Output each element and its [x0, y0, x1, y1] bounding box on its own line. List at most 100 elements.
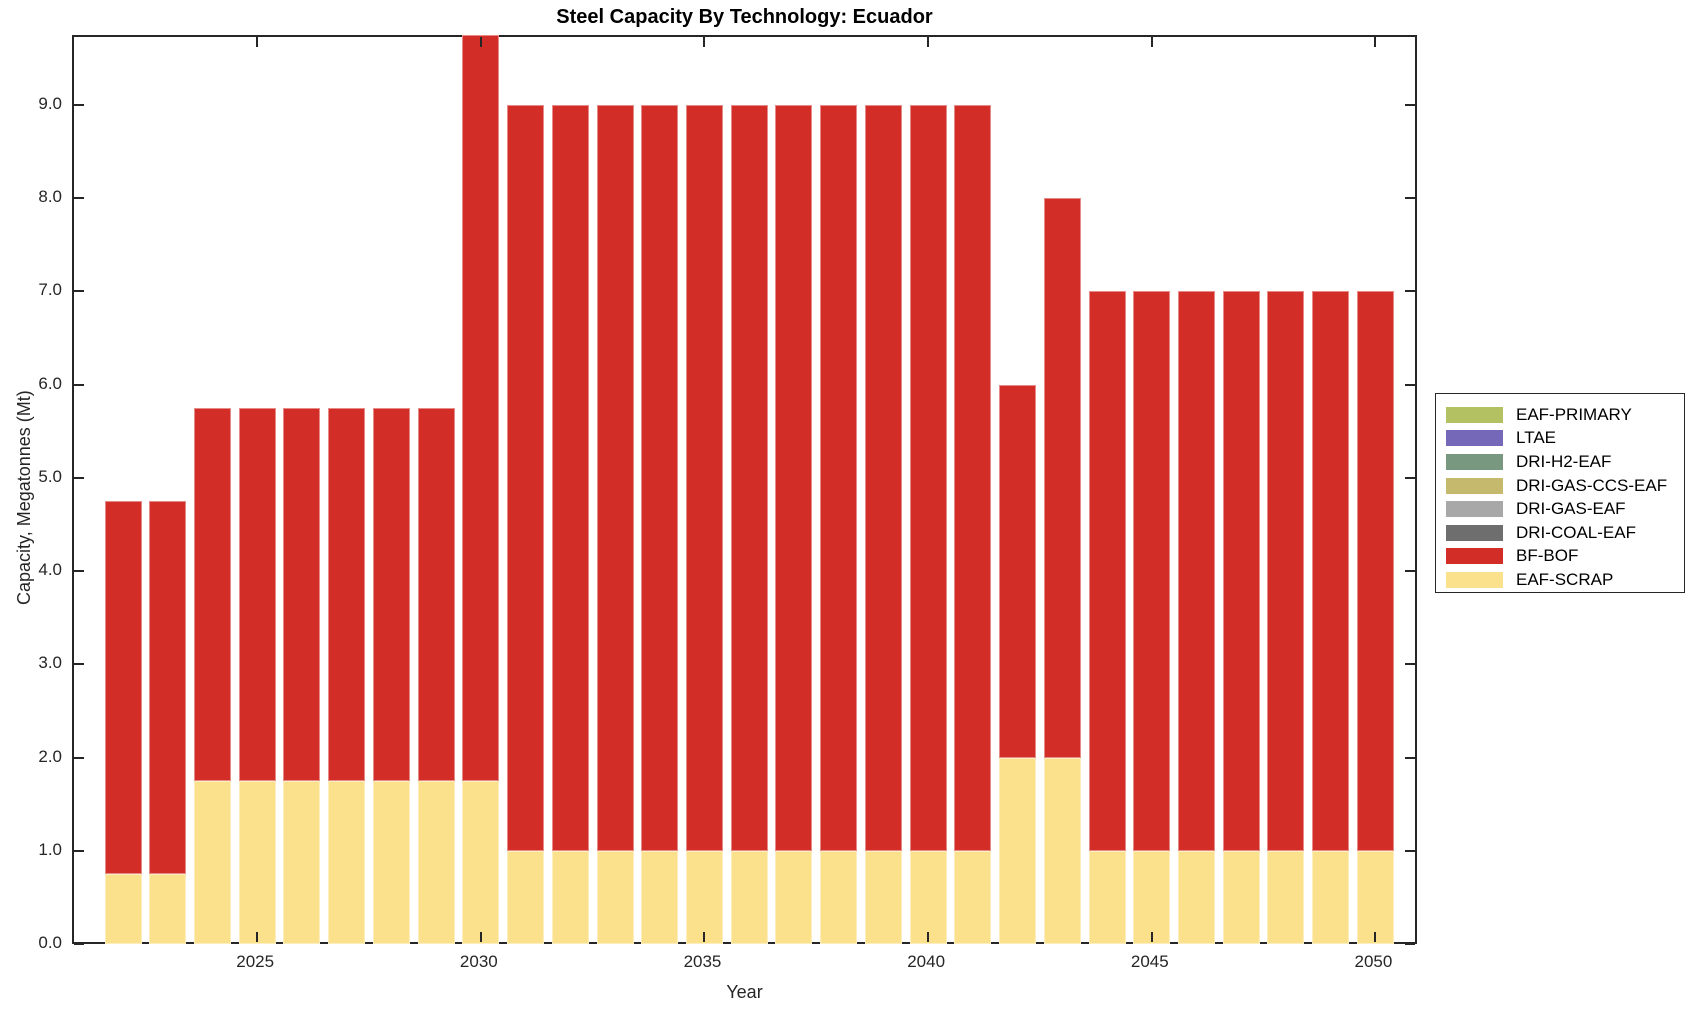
x-tick-mirror — [479, 37, 482, 47]
legend-swatch-bf-bof — [1446, 548, 1503, 565]
bar-segment-bf-bof-2024 — [193, 407, 231, 781]
legend-swatch-dri-gas-ccs-eaf — [1446, 477, 1503, 494]
x-tick-mirror — [1150, 37, 1153, 47]
x-tick-mirror — [927, 37, 930, 47]
y-tick-label: 2.0 — [38, 746, 62, 766]
y-tick-mirror — [1405, 476, 1415, 479]
y-tick — [74, 663, 84, 666]
bar-segment-bf-bof-2034 — [641, 104, 679, 851]
legend-label: DRI-GAS-CCS-EAF — [1516, 475, 1668, 495]
y-tick — [74, 570, 84, 573]
bar-segment-eaf-scrap-2025 — [238, 780, 276, 944]
x-tick-label: 2040 — [907, 952, 946, 971]
bar-segment-bf-bof-2049 — [1312, 291, 1350, 851]
bar-segment-bf-bof-2032 — [551, 104, 589, 851]
y-tick-label: 0.0 — [38, 933, 62, 952]
bar-segment-eaf-scrap-2042 — [999, 757, 1037, 944]
x-tick-label: 2035 — [683, 952, 722, 971]
bar-segment-bf-bof-2038 — [820, 104, 858, 851]
x-tick — [703, 932, 706, 942]
legend-label: EAF-PRIMARY — [1516, 404, 1632, 424]
legend-row-dri-h2-eaf: DRI-H2-EAF — [1446, 450, 1674, 474]
bar-segment-eaf-scrap-2029 — [417, 780, 455, 944]
bar-segment-bf-bof-2044 — [1088, 291, 1126, 851]
x-tick-mirror — [1374, 37, 1377, 47]
bar-segment-bf-bof-2050 — [1356, 291, 1394, 851]
y-tick — [74, 197, 84, 200]
y-tick — [74, 290, 84, 293]
bar-segment-bf-bof-2039 — [864, 104, 902, 851]
bar-segment-bf-bof-2028 — [372, 407, 410, 781]
bar-segment-bf-bof-2043 — [1043, 198, 1081, 758]
x-tick-mirror — [256, 37, 259, 47]
bar-segment-bf-bof-2031 — [507, 104, 545, 851]
bar-segment-eaf-scrap-2048 — [1267, 850, 1305, 944]
x-tick-label: 2025 — [236, 952, 275, 971]
y-tick — [74, 849, 84, 852]
bar-segment-eaf-scrap-2032 — [551, 850, 589, 944]
bar-segment-eaf-scrap-2043 — [1043, 757, 1081, 944]
y-tick — [74, 756, 84, 759]
legend-label: LTAE — [1516, 428, 1556, 448]
y-tick-mirror — [1405, 849, 1415, 852]
y-tick-label: 8.0 — [38, 187, 62, 207]
legend-label: DRI-H2-EAF — [1516, 451, 1612, 471]
bar-segment-bf-bof-2042 — [999, 384, 1037, 758]
y-tick-mirror — [1405, 570, 1415, 573]
bar-segment-eaf-scrap-2027 — [328, 780, 366, 944]
bar-segment-eaf-scrap-2026 — [283, 780, 321, 944]
bar-segment-bf-bof-2023 — [149, 501, 187, 875]
x-tick — [927, 932, 930, 942]
x-tick — [1150, 932, 1153, 942]
bar-segment-eaf-scrap-2039 — [864, 850, 902, 944]
y-tick-mirror — [1405, 103, 1415, 106]
y-tick — [74, 383, 84, 386]
bar-segment-eaf-scrap-2049 — [1312, 850, 1350, 944]
plot-area — [72, 35, 1417, 945]
bar-segment-eaf-scrap-2035 — [685, 850, 723, 944]
bar-segment-eaf-scrap-2022 — [104, 874, 142, 944]
x-tick-label: 2030 — [459, 952, 498, 971]
legend-row-ltae: LTAE — [1446, 427, 1674, 451]
bar-segment-bf-bof-2040 — [909, 104, 947, 851]
legend-label: DRI-COAL-EAF — [1516, 522, 1636, 542]
bar-segment-bf-bof-2037 — [775, 104, 813, 851]
y-tick-mirror — [1405, 943, 1415, 945]
y-tick-label: 5.0 — [38, 466, 62, 486]
bar-segment-eaf-scrap-2050 — [1356, 850, 1394, 944]
bar-segment-eaf-scrap-2028 — [372, 780, 410, 944]
bar-segment-eaf-scrap-2046 — [1178, 850, 1216, 944]
bar-segment-bf-bof-2026 — [283, 407, 321, 781]
y-tick-mirror — [1405, 197, 1415, 200]
y-tick — [74, 476, 84, 479]
legend-row-dri-gas-eaf: DRI-GAS-EAF — [1446, 497, 1674, 521]
bar-segment-eaf-scrap-2041 — [954, 850, 992, 944]
legend-swatch-dri-gas-eaf — [1446, 501, 1503, 518]
x-tick — [479, 932, 482, 942]
legend-row-dri-coal-eaf: DRI-COAL-EAF — [1446, 521, 1674, 545]
legend-label: EAF-SCRAP — [1516, 569, 1614, 589]
legend-row-dri-gas-ccs-eaf: DRI-GAS-CCS-EAF — [1446, 474, 1674, 498]
bar-segment-bf-bof-2048 — [1267, 291, 1305, 851]
legend-swatch-dri-coal-eaf — [1446, 524, 1503, 541]
legend-swatch-eaf-primary — [1446, 406, 1503, 423]
legend-row-bf-bof: BF-BOF — [1446, 545, 1674, 569]
legend-swatch-ltae — [1446, 430, 1503, 447]
x-tick — [256, 932, 259, 942]
bar-segment-bf-bof-2030 — [462, 35, 500, 781]
bar-segment-eaf-scrap-2037 — [775, 850, 813, 944]
y-tick-label: 9.0 — [38, 93, 62, 113]
bar-segment-bf-bof-2041 — [954, 104, 992, 851]
bar-segment-eaf-scrap-2023 — [149, 874, 187, 944]
chart-title: Steel Capacity By Technology: Ecuador — [556, 6, 933, 28]
bar-segment-eaf-scrap-2047 — [1222, 850, 1260, 944]
bar-segment-eaf-scrap-2044 — [1088, 850, 1126, 944]
x-axis-label: Year — [726, 982, 763, 1002]
bar-segment-eaf-scrap-2040 — [909, 850, 947, 944]
y-tick-mirror — [1405, 290, 1415, 293]
legend-swatch-dri-h2-eaf — [1446, 453, 1503, 470]
x-tick-label: 2045 — [1130, 952, 1169, 971]
bar-segment-bf-bof-2027 — [328, 407, 366, 781]
bar-segment-eaf-scrap-2024 — [193, 780, 231, 944]
